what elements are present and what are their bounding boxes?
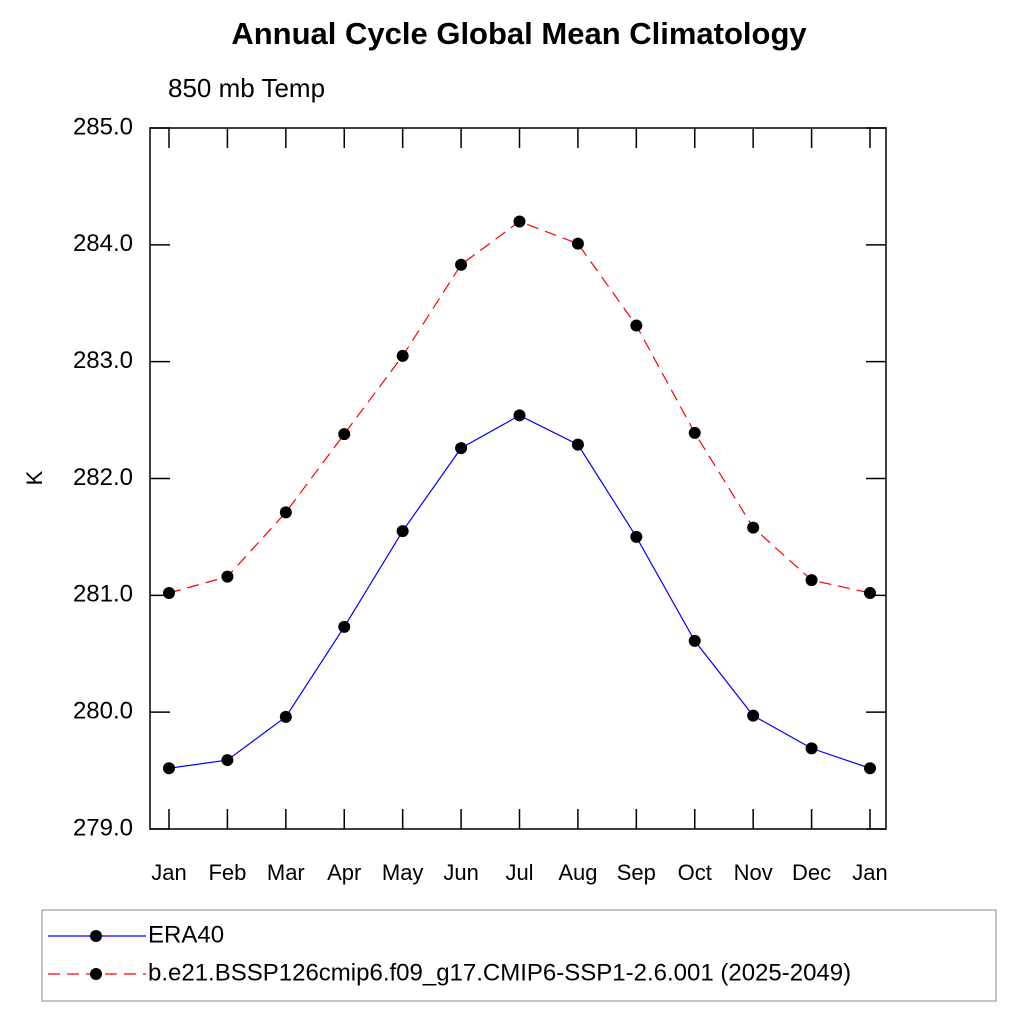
x-tick-label: Apr bbox=[327, 860, 361, 885]
point bbox=[805, 574, 818, 587]
x-tick-label: Jun bbox=[443, 860, 478, 885]
x-tick-label: Mar bbox=[267, 860, 305, 885]
series-line bbox=[168, 220, 871, 594]
point bbox=[513, 409, 526, 422]
y-axis-label: K bbox=[22, 470, 47, 485]
point bbox=[864, 762, 876, 775]
chart-title: Annual Cycle Global Mean Climatology bbox=[231, 16, 807, 51]
x-tick-label: Jan bbox=[151, 860, 186, 885]
point bbox=[864, 586, 876, 599]
point bbox=[221, 570, 234, 583]
point bbox=[338, 428, 351, 441]
point bbox=[279, 506, 292, 519]
x-tick-label: Oct bbox=[678, 860, 712, 885]
point bbox=[338, 620, 351, 633]
point bbox=[455, 442, 468, 455]
y-tick-label: 279.0 bbox=[73, 814, 133, 841]
y-tick-label: 281.0 bbox=[73, 581, 133, 608]
legend-marker bbox=[90, 930, 102, 942]
point bbox=[163, 586, 175, 599]
point bbox=[513, 215, 526, 228]
point bbox=[805, 742, 818, 755]
x-tick-label: Jan bbox=[852, 860, 887, 885]
point bbox=[571, 438, 584, 451]
legend-label: b.e21.BSSP126cmip6.f09_g17.CMIP6-SSP1-2.… bbox=[148, 959, 851, 986]
point bbox=[747, 521, 760, 534]
y-tick-label: 285.0 bbox=[73, 113, 133, 140]
point bbox=[396, 349, 409, 362]
legend-label: ERA40 bbox=[148, 921, 224, 948]
x-tick-label: Aug bbox=[558, 860, 597, 885]
point bbox=[571, 237, 584, 250]
plot-frame bbox=[149, 127, 887, 830]
legend-box bbox=[41, 909, 997, 1002]
point bbox=[688, 634, 701, 647]
chart-subtitle: 850 mb Temp bbox=[168, 73, 325, 103]
point bbox=[630, 319, 643, 332]
y-tick-label: 282.0 bbox=[73, 464, 133, 491]
x-tick-label: Sep bbox=[617, 860, 656, 885]
point bbox=[396, 525, 409, 538]
x-tick-label: Dec bbox=[792, 860, 831, 885]
point bbox=[630, 530, 643, 543]
point bbox=[279, 710, 292, 723]
x-tick-label: Feb bbox=[208, 860, 246, 885]
point bbox=[221, 754, 234, 767]
x-tick-label: May bbox=[382, 860, 424, 885]
point bbox=[688, 426, 701, 439]
point bbox=[747, 709, 760, 722]
legend-marker bbox=[90, 968, 102, 980]
series-line bbox=[168, 414, 871, 769]
x-tick-label: Nov bbox=[734, 860, 773, 885]
point bbox=[163, 762, 175, 775]
y-tick-label: 280.0 bbox=[73, 698, 133, 725]
point bbox=[455, 258, 468, 271]
x-tick-label: Jul bbox=[505, 860, 533, 885]
y-tick-label: 283.0 bbox=[73, 347, 133, 374]
y-tick-label: 284.0 bbox=[73, 230, 133, 257]
